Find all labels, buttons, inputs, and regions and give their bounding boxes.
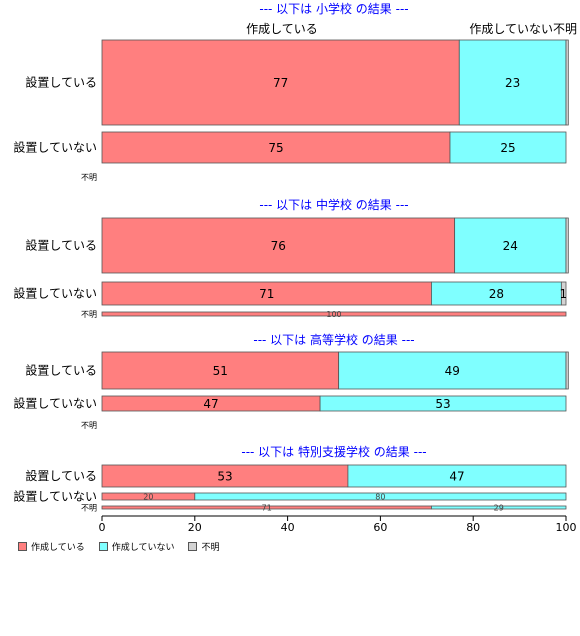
bar-0-1-yes [101,131,451,164]
x-tick-label-1: 20 [188,521,202,534]
data-label-1-1-unknown: 1 [560,287,568,301]
x-tick-label-4: 80 [466,521,480,534]
data-label-1-1-no: 28 [489,287,504,301]
data-label-3-2-yes: 71 [262,503,272,512]
data-label-2-0-yes: 51 [213,364,228,378]
legend-item-unknown: 不明 [188,540,219,553]
x-tick-label-3: 60 [373,521,387,534]
row-label-1-0: 設置している [25,238,97,253]
column-label-yes: 作成している [246,22,318,36]
row-label-2-2: 不明 [81,421,97,430]
panel-title-1: --- 以下は 中学校 の結果 --- [259,197,408,212]
data-label-1-1-yes: 71 [259,287,274,301]
data-label-1-0-yes: 76 [271,239,286,253]
legend-label-no: 作成していない [111,543,175,553]
legend-label-yes: 作成している [31,543,85,553]
x-tick-label-0: 0 [99,521,106,534]
row-label-1-2: 不明 [81,310,97,319]
bar-2-1-no [319,395,567,412]
legend-swatch-yes [18,542,27,551]
bar-0-0-yes [101,39,460,126]
bar-2-0-yes [101,351,340,390]
bar-2-0-unknown [565,351,569,390]
bar-2-0-no [338,351,567,390]
panel-title-0: --- 以下は 小学校 の結果 --- [259,1,408,16]
bar-3-0-no [347,464,567,488]
legend-swatch-unknown [188,542,198,551]
legend-item-no: 作成していない [98,540,175,553]
data-label-2-1-yes: 47 [203,397,218,411]
row-label-0-1: 設置していない [13,140,97,155]
data-label-3-2-no: 29 [494,503,504,512]
data-label-0-0-no: 23 [505,76,520,90]
bar-0-0-unknown [565,39,569,126]
column-label-no: 作成していない不明 [469,22,577,36]
row-label-1-1: 設置していない [13,286,97,301]
row-label-0-0: 設置している [25,75,97,90]
bar-3-1-no [194,492,567,501]
bar-1-1-unknown [560,281,567,306]
bar-0-0-no [458,39,567,126]
row-label-3-1: 設置していない [13,489,97,504]
data-label-3-1-no: 80 [375,492,385,501]
row-label-0-2: 不明 [81,173,97,182]
data-label-2-0-no: 49 [445,364,460,378]
row-label-2-0: 設置している [25,363,97,378]
x-tick-label-2: 40 [281,521,295,534]
bar-0-1-no [449,131,567,164]
row-label-3-2: 不明 [81,503,97,512]
data-label-3-0-yes: 53 [217,469,232,483]
data-label-1-2-yes: 100 [326,310,341,319]
data-label-2-1-no: 53 [435,397,450,411]
bar-1-0-unknown [565,217,569,274]
legend-item-yes: 作成している [18,540,85,553]
row-label-2-1: 設置していない [13,396,97,411]
data-label-3-1-yes: 20 [143,492,153,501]
bar-3-2-no [431,505,567,510]
x-tick-label-5: 100 [556,521,577,534]
panel-title-3: --- 以下は 特別支援学校 の結果 --- [241,444,426,459]
legend-label-unknown: 不明 [201,543,220,553]
bar-1-0-yes [101,217,456,274]
panel-title-2: --- 以下は 高等学校 の結果 --- [253,332,414,347]
data-label-0-1-no: 25 [500,141,515,155]
bar-1-0-no [454,217,567,274]
legend: 作成している 作成していない 不明 [18,540,219,553]
data-label-3-0-no: 47 [449,469,464,483]
row-label-3-0: 設置している [25,468,97,483]
data-label-0-0-yes: 77 [273,76,288,90]
data-label-0-1-yes: 75 [268,141,283,155]
bar-1-2-yes [101,311,567,317]
legend-swatch-no [98,542,108,551]
data-label-1-0-no: 24 [503,239,518,253]
